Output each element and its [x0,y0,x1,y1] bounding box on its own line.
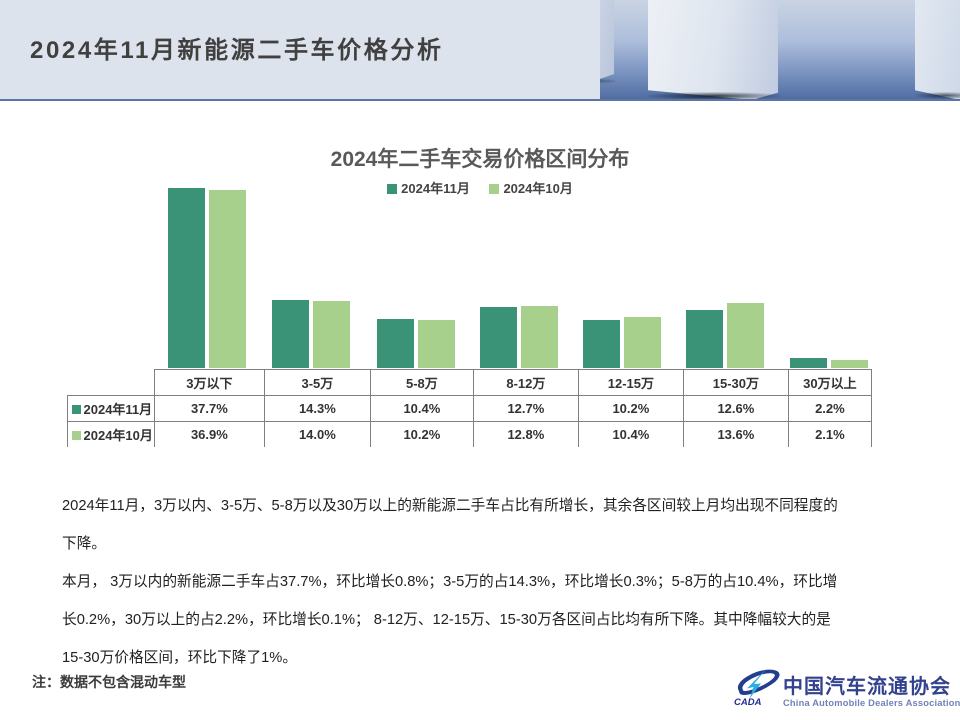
svg-text:CADA: CADA [734,697,762,707]
